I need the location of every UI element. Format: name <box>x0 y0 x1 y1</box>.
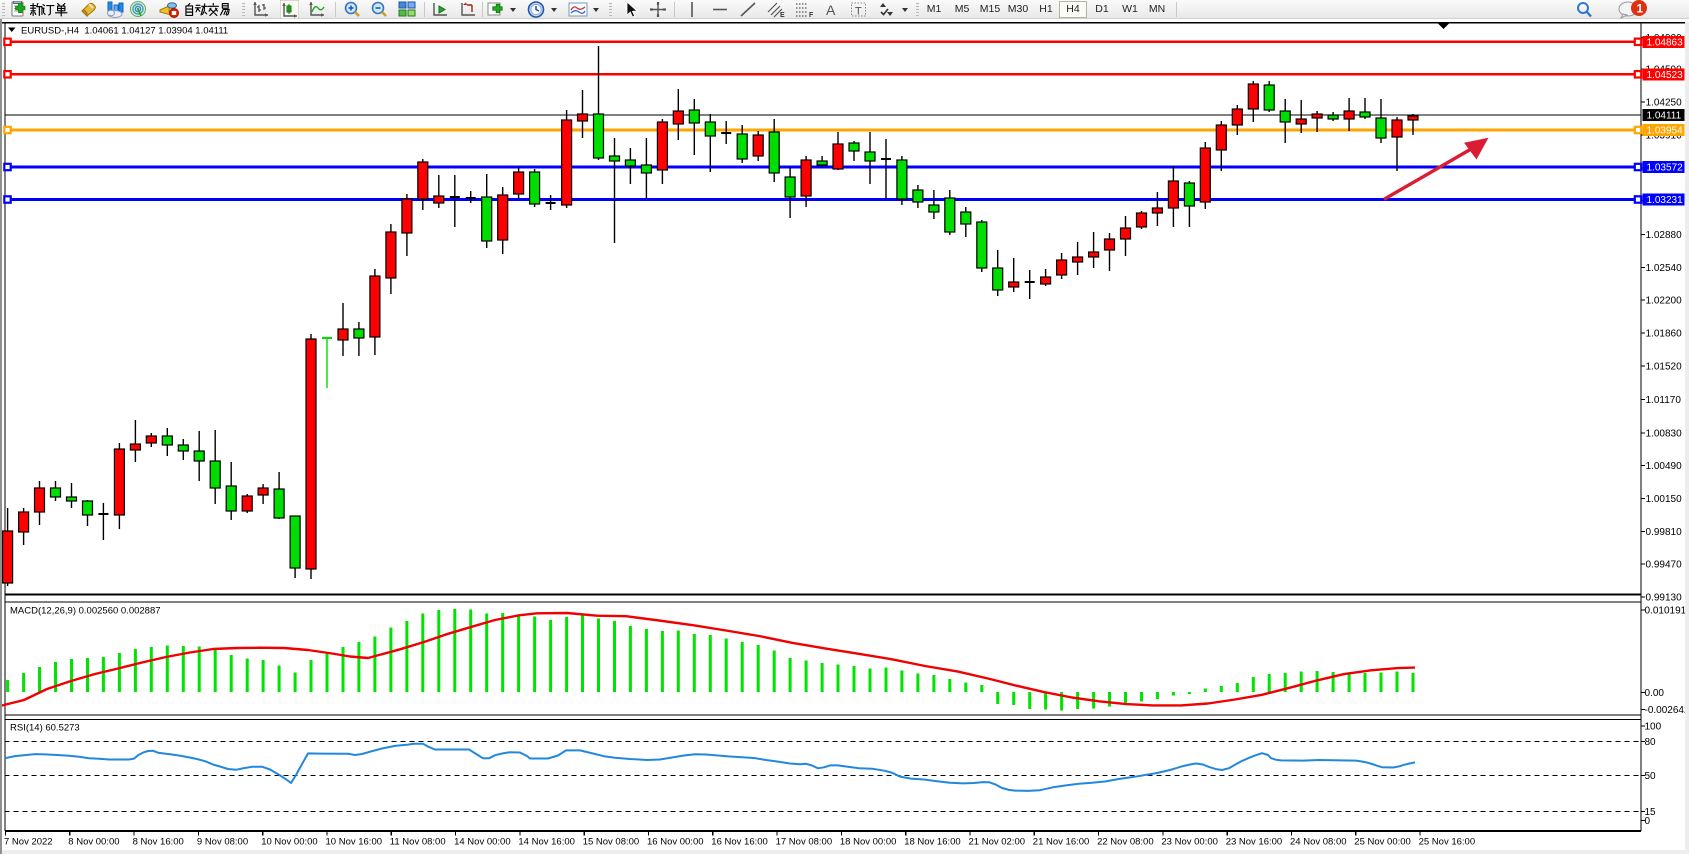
svg-text:17 Nov 08:00: 17 Nov 08:00 <box>776 837 833 848</box>
svg-text:0.99470: 0.99470 <box>1646 559 1683 570</box>
svg-text:0.00: 0.00 <box>1645 688 1665 699</box>
svg-text:1.02540: 1.02540 <box>1646 263 1683 274</box>
svg-text:1.01860: 1.01860 <box>1646 329 1683 340</box>
svg-text:14 Nov 00:00: 14 Nov 00:00 <box>454 837 511 848</box>
svg-text:1.03954: 1.03954 <box>1647 126 1684 137</box>
svg-text:1.01170: 1.01170 <box>1646 395 1682 406</box>
svg-text:10 Nov 16:00: 10 Nov 16:00 <box>326 837 383 848</box>
svg-text:7 Nov 2022: 7 Nov 2022 <box>4 837 53 848</box>
svg-text:23 Nov 16:00: 23 Nov 16:00 <box>1226 837 1283 848</box>
svg-text:0: 0 <box>1645 816 1651 827</box>
svg-text:A: A <box>826 2 836 18</box>
svg-text:MACD(12,26,9) 0.002560 0.00288: MACD(12,26,9) 0.002560 0.002887 <box>10 606 161 617</box>
svg-text:10 Nov 00:00: 10 Nov 00:00 <box>261 837 318 848</box>
svg-text:RSI(14) 60.5273: RSI(14) 60.5273 <box>10 723 80 734</box>
svg-text:0.99810: 0.99810 <box>1646 527 1683 538</box>
svg-text:50: 50 <box>1645 771 1657 782</box>
svg-text:1.04250: 1.04250 <box>1646 98 1683 109</box>
svg-text:T: T <box>855 6 862 18</box>
svg-text:0.99130: 0.99130 <box>1646 593 1683 604</box>
svg-text:100: 100 <box>1645 722 1662 733</box>
svg-text:0.010191: 0.010191 <box>1645 606 1687 617</box>
svg-text:11 Nov 08:00: 11 Nov 08:00 <box>390 837 446 848</box>
svg-text:8 Nov 16:00: 8 Nov 16:00 <box>133 837 184 848</box>
svg-text:1: 1 <box>1637 2 1644 16</box>
svg-text:15 Nov 08:00: 15 Nov 08:00 <box>583 837 640 848</box>
svg-text:1.04523: 1.04523 <box>1647 70 1684 81</box>
svg-text:25 Nov 00:00: 25 Nov 00:00 <box>1354 837 1411 848</box>
svg-text:18 Nov 00:00: 18 Nov 00:00 <box>840 837 897 848</box>
svg-text:1.00490: 1.00490 <box>1646 461 1683 472</box>
svg-text:80: 80 <box>1645 737 1657 748</box>
svg-text:1.00830: 1.00830 <box>1646 428 1683 439</box>
svg-text:9 Nov 08:00: 9 Nov 08:00 <box>197 837 248 848</box>
svg-text:1.03231: 1.03231 <box>1647 195 1684 206</box>
svg-text:1.02880: 1.02880 <box>1646 230 1683 241</box>
svg-text:1.00150: 1.00150 <box>1646 494 1683 505</box>
svg-text:21 Nov 02:00: 21 Nov 02:00 <box>969 837 1026 848</box>
svg-text:1.02200: 1.02200 <box>1646 296 1683 307</box>
svg-text:1.04111: 1.04111 <box>1647 111 1682 122</box>
svg-text:16 Nov 00:00: 16 Nov 00:00 <box>647 837 704 848</box>
svg-text:14 Nov 16:00: 14 Nov 16:00 <box>518 837 575 848</box>
svg-text:22 Nov 08:00: 22 Nov 08:00 <box>1097 837 1154 848</box>
svg-text:F: F <box>809 12 814 18</box>
svg-text:-0.002642: -0.002642 <box>1645 705 1689 716</box>
svg-text:1.03572: 1.03572 <box>1647 163 1684 174</box>
svg-text:24 Nov 08:00: 24 Nov 08:00 <box>1290 837 1347 848</box>
svg-text:1.04863: 1.04863 <box>1647 37 1684 48</box>
svg-text:23 Nov 00:00: 23 Nov 00:00 <box>1161 837 1218 848</box>
svg-text:25 Nov 16:00: 25 Nov 16:00 <box>1419 837 1476 848</box>
svg-text:EURUSD-,H4 1.04061 1.04127 1.: EURUSD-,H4 1.04061 1.04127 1.03904 1.041… <box>21 26 228 37</box>
svg-text:8 Nov 00:00: 8 Nov 00:00 <box>68 837 119 848</box>
svg-text:15: 15 <box>1645 807 1657 818</box>
svg-text:E: E <box>780 12 785 18</box>
svg-text:1.01520: 1.01520 <box>1646 361 1683 372</box>
svg-text:18 Nov 16:00: 18 Nov 16:00 <box>904 837 961 848</box>
svg-text:21 Nov 16:00: 21 Nov 16:00 <box>1033 837 1090 848</box>
svg-text:16 Nov 16:00: 16 Nov 16:00 <box>711 837 768 848</box>
